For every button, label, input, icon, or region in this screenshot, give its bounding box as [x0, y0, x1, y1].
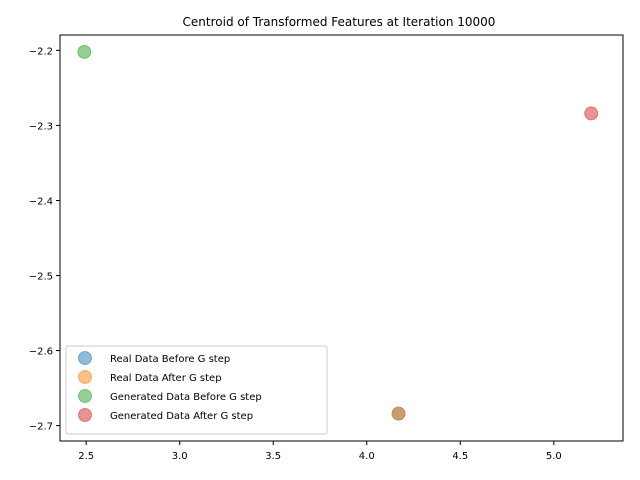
y-tick-label: −2.2 [29, 46, 53, 57]
data-point-series-1 [391, 406, 406, 421]
legend: Real Data Before G step Real Data After G… [65, 345, 328, 435]
legend-label: Real Data After G step [110, 373, 222, 384]
x-tick-label: 5.0 [546, 451, 562, 462]
chart-title: Centroid of Transformed Features at Iter… [183, 15, 496, 29]
y-tick-label: −2.7 [29, 422, 53, 433]
data-points [77, 44, 599, 421]
legend-marker [78, 408, 92, 422]
x-tick-label: 4.5 [452, 451, 468, 462]
x-tick-label: 3.0 [172, 451, 188, 462]
y-tick-label: −2.6 [29, 347, 53, 358]
legend-label: Generated Data After G step [110, 411, 253, 422]
y-axis: −2.2 −2.3 −2.4 −2.5 −2.6 −2.7 [29, 46, 60, 433]
legend-marker [78, 351, 92, 365]
y-tick-label: −2.5 [29, 272, 53, 283]
x-axis: 2.5 3.0 3.5 4.0 4.5 5.0 [78, 441, 562, 462]
legend-label: Generated Data Before G step [110, 392, 262, 403]
x-tick-label: 2.5 [78, 451, 94, 462]
x-tick-label: 4.0 [359, 451, 375, 462]
legend-marker [78, 389, 92, 403]
x-tick-label: 3.5 [265, 451, 281, 462]
data-point-series-2 [77, 44, 92, 59]
y-tick-label: −2.3 [29, 121, 53, 132]
legend-label: Real Data Before G step [110, 354, 230, 365]
plot-area [59, 34, 624, 442]
y-tick-label: −2.4 [29, 196, 53, 207]
legend-box [65, 345, 328, 435]
legend-marker [78, 370, 92, 384]
data-point-series-3 [584, 106, 599, 121]
